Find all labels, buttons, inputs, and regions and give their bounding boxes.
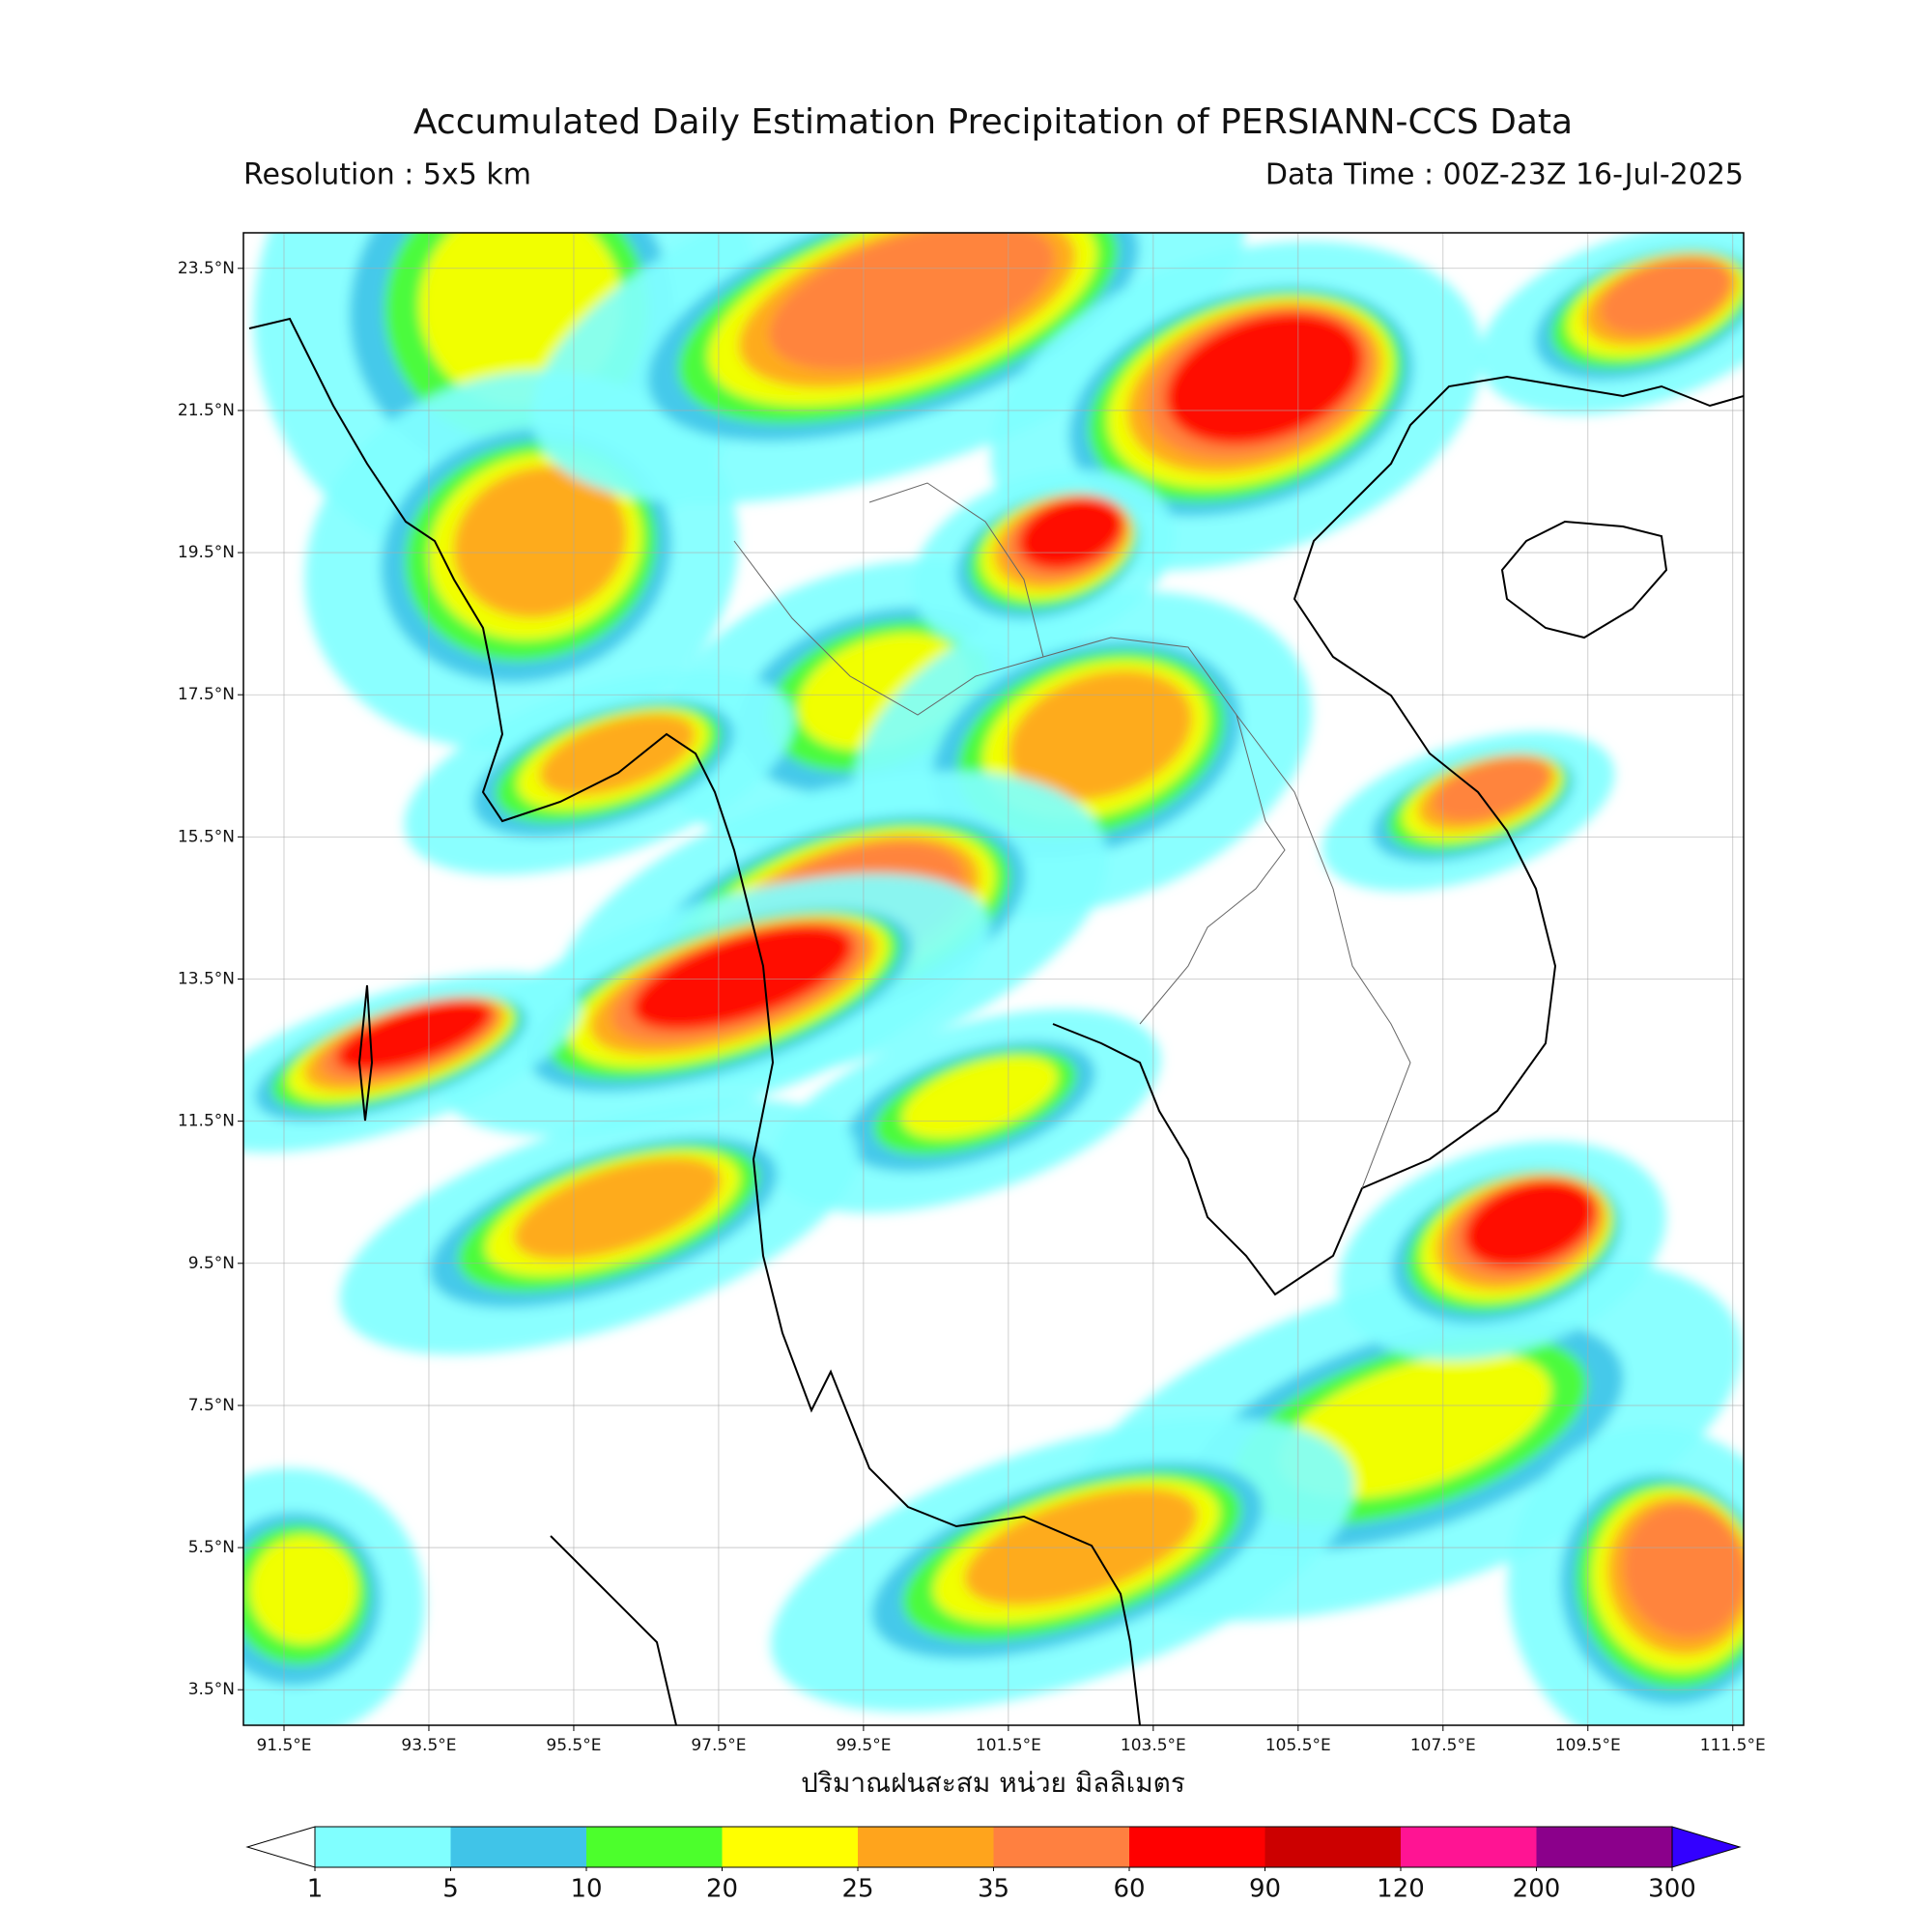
rain-cell xyxy=(539,713,696,796)
colorbar-bin xyxy=(1401,1827,1537,1867)
x-tick-label: 101.5°E xyxy=(976,1736,1041,1755)
rain-cell xyxy=(1463,1179,1596,1268)
x-tick-label: 93.5°E xyxy=(401,1736,456,1755)
colorbar-bin xyxy=(1129,1827,1265,1867)
x-tick-label: 91.5°E xyxy=(256,1736,311,1755)
y-tick-label: 13.5°N xyxy=(178,970,235,989)
rain-cell xyxy=(1018,497,1124,570)
colorbar-tick-label: 90 xyxy=(1249,1875,1281,1904)
colorbar-over xyxy=(1671,1826,1742,1868)
colorbar-tick-label: 300 xyxy=(1648,1875,1696,1904)
y-tick-label: 15.5°N xyxy=(178,827,235,846)
colorbar-bin xyxy=(315,1827,451,1867)
rain-field xyxy=(243,233,1744,1725)
colorbar-bin xyxy=(858,1827,994,1867)
grid xyxy=(243,233,1744,1725)
colorbar-tick-label: 10 xyxy=(570,1875,602,1904)
rain-cell xyxy=(1623,1504,1744,1638)
colorbar-under xyxy=(245,1826,316,1868)
rain-cell xyxy=(336,999,493,1071)
rain-cell xyxy=(249,1535,358,1644)
x-tick-label: 109.5°E xyxy=(1555,1736,1621,1755)
y-tick-label: 3.5°N xyxy=(188,1680,235,1699)
borders xyxy=(733,482,1411,1189)
x-tick-label: 105.5°E xyxy=(1265,1736,1331,1755)
colorbar-bin xyxy=(1264,1827,1401,1867)
title: Accumulated Daily Estimation Precipitati… xyxy=(413,102,1573,142)
colorbar-tick-label: 200 xyxy=(1513,1875,1561,1904)
subtitle-right: Data Time : 00Z-23Z 16-Jul-2025 xyxy=(1265,158,1744,192)
y-tick-label: 17.5°N xyxy=(178,685,235,704)
colorbar-tick-label: 35 xyxy=(978,1875,1009,1904)
colorbar-bin xyxy=(586,1827,723,1867)
y-tick-label: 7.5°N xyxy=(188,1396,235,1415)
rain-blobs xyxy=(243,233,1744,1725)
coastlines xyxy=(248,317,1744,1725)
y-tick-label: 23.5°N xyxy=(178,259,235,278)
y-tick-label: 5.5°N xyxy=(188,1538,235,1557)
colorbar-bin xyxy=(450,1827,586,1867)
colorbar-bin xyxy=(722,1827,858,1867)
colorbar-bin xyxy=(1536,1827,1672,1867)
colorbar-tick-label: 1 xyxy=(307,1875,324,1904)
rain-cell xyxy=(513,1157,722,1261)
rain-cell xyxy=(1600,257,1731,335)
y-tick-label: 21.5°N xyxy=(178,401,235,420)
colorbar-bin xyxy=(993,1827,1129,1867)
colorbar-tick-label: 120 xyxy=(1377,1875,1425,1904)
rain-cell xyxy=(964,1488,1198,1605)
colorbar-tick-label: 5 xyxy=(442,1875,459,1904)
y-axis: 3.5°N 5.5°N 7.5°N 9.5°N 11.5°N 13.5°N 15.5°N 17… xyxy=(178,259,243,1699)
y-tick-label: 19.5°N xyxy=(178,543,235,562)
rain-cell xyxy=(632,924,853,1031)
rain-cell xyxy=(453,466,627,618)
rain-cell xyxy=(1008,670,1193,801)
x-tick-label: 107.5°E xyxy=(1410,1736,1476,1755)
rain-cell xyxy=(901,1056,1058,1139)
colorbar-label: ปริมาณฝนสะสม หน่วย มิลลิเมตร xyxy=(801,1767,1185,1799)
colorbar-tick-label: 60 xyxy=(1113,1875,1145,1904)
y-tick-label: 11.5°N xyxy=(178,1112,235,1131)
x-axis: 91.5°E 93.5°E 95.5°E 97.5°E 99.5°E 101.5°E 103… xyxy=(256,1725,1766,1755)
x-tick-label: 103.5°E xyxy=(1121,1736,1186,1755)
colorbar-tick-label: 25 xyxy=(841,1875,873,1904)
rain-cell xyxy=(1165,312,1363,444)
colorbar: 1 5 10 20 25 35 60 90 120 200 300 xyxy=(245,1826,1742,1904)
rain-cell xyxy=(769,233,1055,370)
y-tick-label: 9.5°N xyxy=(188,1254,235,1273)
x-tick-label: 111.5°E xyxy=(1700,1736,1766,1755)
colorbar-tick-label: 20 xyxy=(706,1875,738,1904)
x-tick-label: 97.5°E xyxy=(691,1736,746,1755)
x-tick-label: 99.5°E xyxy=(836,1736,891,1755)
subtitle-left: Resolution : 5x5 km xyxy=(243,158,531,192)
rain-cell xyxy=(1433,756,1550,821)
x-tick-label: 95.5°E xyxy=(546,1736,601,1755)
